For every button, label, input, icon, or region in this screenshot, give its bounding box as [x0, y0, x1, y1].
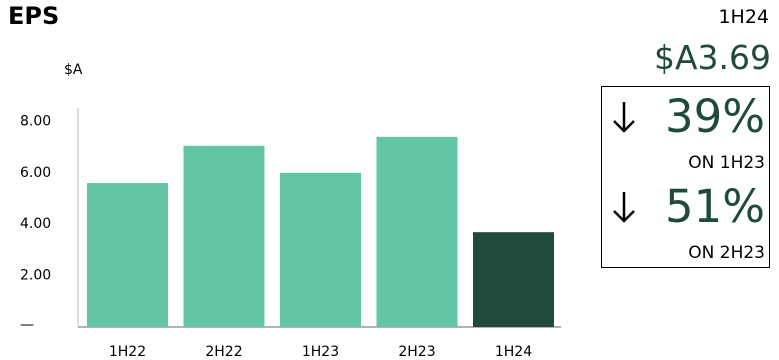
- change-box: 39% ON 1H23 51% ON 2H23: [601, 86, 770, 268]
- y-tick-label: 8.00: [20, 113, 51, 129]
- bar-2h22: [183, 145, 265, 327]
- chart-title: EPS: [8, 2, 60, 30]
- change-comparison-label: ON 2H23: [688, 243, 765, 263]
- bar-1h24: [473, 232, 554, 327]
- change-percent: 39%: [664, 90, 765, 143]
- bar-1h22: [87, 183, 168, 327]
- eps-value: $A3.69: [653, 38, 771, 77]
- x-tick-label: 1H22: [109, 344, 146, 360]
- change-comparison-label: ON 1H23: [688, 153, 765, 173]
- x-tick-label: 2H22: [205, 344, 242, 360]
- change-row-1h23: 39%: [602, 89, 769, 145]
- bar-2h23: [376, 136, 458, 327]
- x-tick-label: 1H24: [495, 344, 532, 360]
- period-label: 1H24: [718, 6, 769, 28]
- bar-1h23: [280, 172, 361, 327]
- y-tick-label: 2.00: [20, 268, 51, 284]
- change-row-2h23: 51%: [602, 179, 769, 235]
- down-arrow-icon: [613, 192, 635, 223]
- y-tick-label: 6.00: [20, 165, 51, 181]
- change-percent: 51%: [664, 180, 765, 233]
- y-tick-label: —: [20, 317, 34, 333]
- down-arrow-icon: [613, 102, 635, 133]
- x-tick-label: 2H23: [398, 344, 435, 360]
- x-tick-label: 1H23: [302, 344, 339, 360]
- y-axis-unit-label: $A: [64, 62, 83, 78]
- eps-bar-chart: $A 8.00 6.00 4.00 2.00 — 1H22 2H22 1H23 2H23 1H2…: [20, 62, 561, 360]
- y-tick-label: 4.00: [20, 216, 51, 232]
